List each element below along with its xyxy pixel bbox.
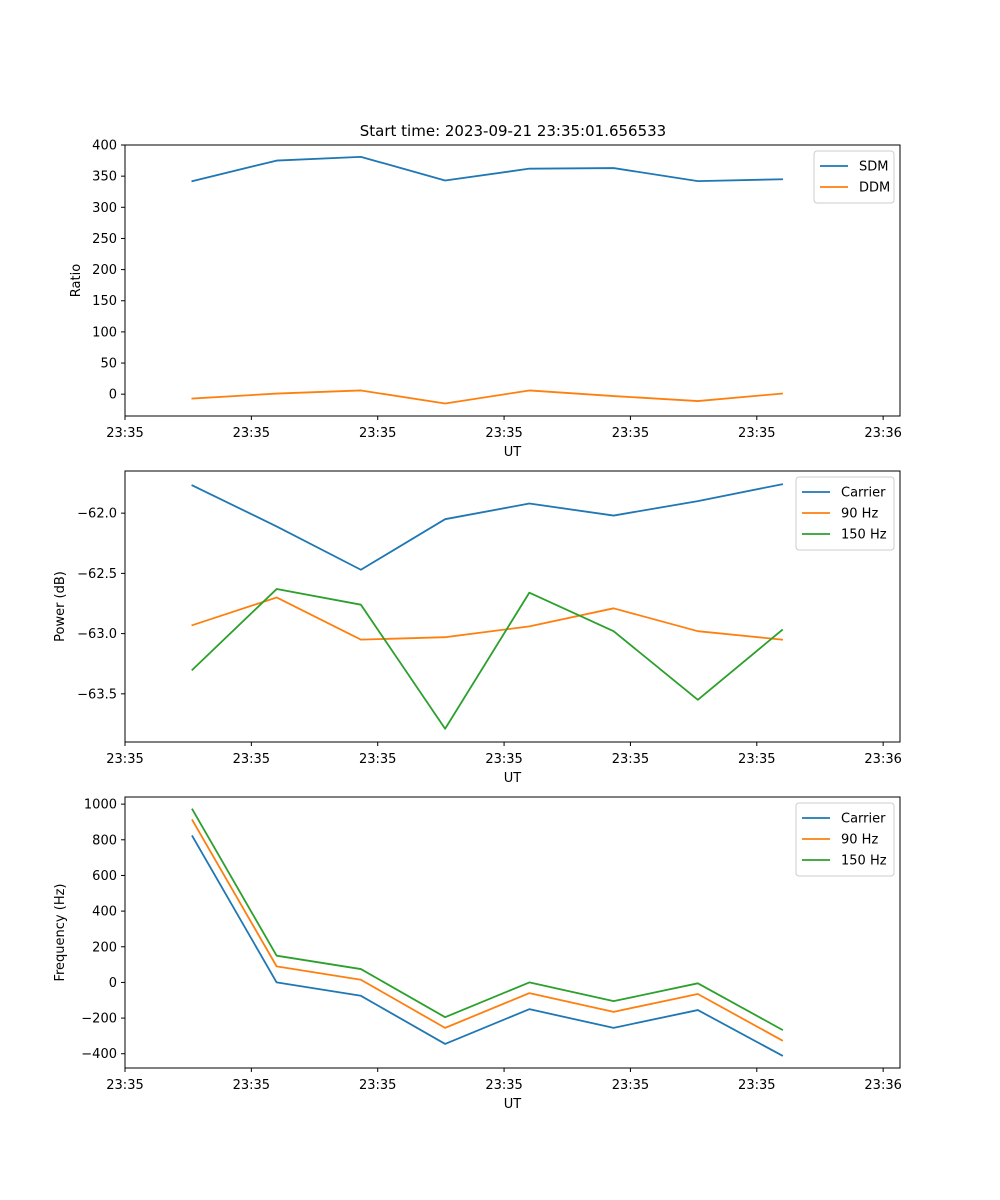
panel-1-xtick-label: 23:36: [864, 426, 901, 441]
panel-2-ytick-label: −63.0: [77, 627, 117, 642]
panel-2-ytick-label: −62.5: [77, 567, 117, 582]
panel-3-ytick-label: 400: [92, 905, 117, 920]
panel-1-xtick-label: 23:35: [738, 426, 775, 441]
panel-1: 0 50 100 150 200 250 300 350 400 23:35 23:35 23:35 2…: [69, 139, 902, 461]
panel-1-xtick-label: 23:35: [359, 426, 396, 441]
charts: 0 50 100 150 200 250 300 350 400 23:35 23:35 23:35 2…: [53, 139, 902, 1113]
panel-3-y-axis-label: Frequency (Hz): [53, 883, 68, 981]
panel-3-ytick-label: −200: [81, 1012, 117, 1027]
panel-3-xtick-label: 23:35: [233, 1078, 270, 1093]
panel-3-ytick-label: 0: [109, 976, 117, 991]
panel-1-ytick-label: 300: [92, 201, 117, 216]
panel-3-xtick-label: 23:35: [612, 1078, 649, 1093]
figure-title: Start time: 2023-09-21 23:35:01.656533: [360, 122, 666, 140]
panel-3-xtick-label: 23:36: [864, 1078, 901, 1093]
panel-1-legend: SDM DDM: [813, 150, 895, 204]
panel-2-legend-label: Carrier: [841, 486, 886, 501]
panel-1-legend-box: [813, 150, 895, 204]
panel-3-ytick-label: 1000: [84, 798, 117, 813]
panel-3-legend-box: [795, 802, 895, 877]
panel-3-axes-frame: [124, 796, 901, 1069]
panel-2: −63.5 −63.0 −62.5 −62.0 23:35 23:35 23:35 23:35…: [53, 470, 902, 786]
panel-2-ytick-label: −63.5: [77, 687, 117, 702]
panel-1-x-axis-label: UT: [504, 445, 522, 460]
panel-3-ytick-label: −400: [81, 1047, 117, 1062]
panel-1-ytick-label: 100: [92, 325, 117, 340]
panel-2-xtick-label: 23:35: [233, 752, 270, 767]
panel-3-legend-label: 90 Hz: [841, 833, 878, 848]
panel-2-ytick-label: −62.0: [77, 507, 117, 522]
panel-3-xtick-label: 23:35: [106, 1078, 143, 1093]
panel-3: −400 −200 0 200 400 600 800 1000 23:35 23:35 23:35…: [53, 796, 902, 1112]
panel-1-ytick-label: 50: [100, 357, 117, 372]
panel-2-xtick-label: 23:35: [612, 752, 649, 767]
panel-2-xtick-label: 23:35: [359, 752, 396, 767]
panel-2-series-90-hz: [191, 596, 784, 641]
panel-1-axes-frame: [124, 144, 901, 417]
panel-2-legend: Carrier 90 Hz 150 Hz: [795, 476, 895, 551]
panel-1-y-axis-label: Ratio: [69, 264, 84, 297]
panel-2-x-axis-label: UT: [504, 771, 522, 786]
panel-2-legend-box: [795, 476, 895, 551]
panel-2-series-150-hz: [191, 588, 784, 730]
panel-2-xtick-label: 23:36: [864, 752, 901, 767]
panel-1-ytick-label: 200: [92, 263, 117, 278]
panel-2-y-axis-label: Power (dB): [53, 571, 68, 642]
panel-3-xtick-label: 23:35: [485, 1078, 522, 1093]
panel-1-ytick-label: 150: [92, 294, 117, 309]
panel-1-xtick-label: 23:35: [485, 426, 522, 441]
panel-1-legend-label: DDM: [859, 181, 890, 196]
panel-3-series-90-hz: [191, 818, 784, 1042]
panel-3-series-carrier: [191, 834, 784, 1057]
panel-2-legend-label: 150 Hz: [841, 528, 887, 543]
panel-3-xtick-label: 23:35: [359, 1078, 396, 1093]
panel-3-x-axis-label: UT: [504, 1097, 522, 1112]
panel-2-xtick-label: 23:35: [106, 752, 143, 767]
panel-3-xtick-label: 23:35: [738, 1078, 775, 1093]
panel-1-ytick-label: 350: [92, 170, 117, 185]
panel-2-xtick-label: 23:35: [738, 752, 775, 767]
panel-3-series-150-hz: [191, 808, 784, 1031]
panel-3-legend: Carrier 90 Hz 150 Hz: [795, 802, 895, 877]
panel-1-legend-label: SDM: [859, 160, 888, 175]
panel-3-ytick-label: 600: [92, 869, 117, 884]
panel-1-series-ddm: [191, 389, 784, 405]
panel-1-ytick-label: 400: [92, 139, 117, 154]
panel-1-series-sdm: [191, 155, 783, 183]
panel-1-xtick-label: 23:35: [106, 426, 143, 441]
panel-3-legend-label: 150 Hz: [841, 854, 887, 869]
panel-3-legend-label: Carrier: [841, 812, 886, 827]
panel-1-ytick-label: 250: [92, 232, 117, 247]
panel-2-xtick-label: 23:35: [485, 752, 522, 767]
panel-2-series-carrier: [191, 483, 784, 571]
panel-3-ytick-label: 200: [92, 940, 117, 955]
panel-1-xtick-label: 23:35: [612, 426, 649, 441]
panel-3-ytick-label: 800: [92, 833, 117, 848]
panel-1-xtick-label: 23:35: [233, 426, 270, 441]
panel-2-axes-frame: [124, 470, 901, 743]
panel-2-legend-label: 90 Hz: [841, 507, 878, 522]
panel-1-ytick-label: 0: [109, 388, 117, 403]
